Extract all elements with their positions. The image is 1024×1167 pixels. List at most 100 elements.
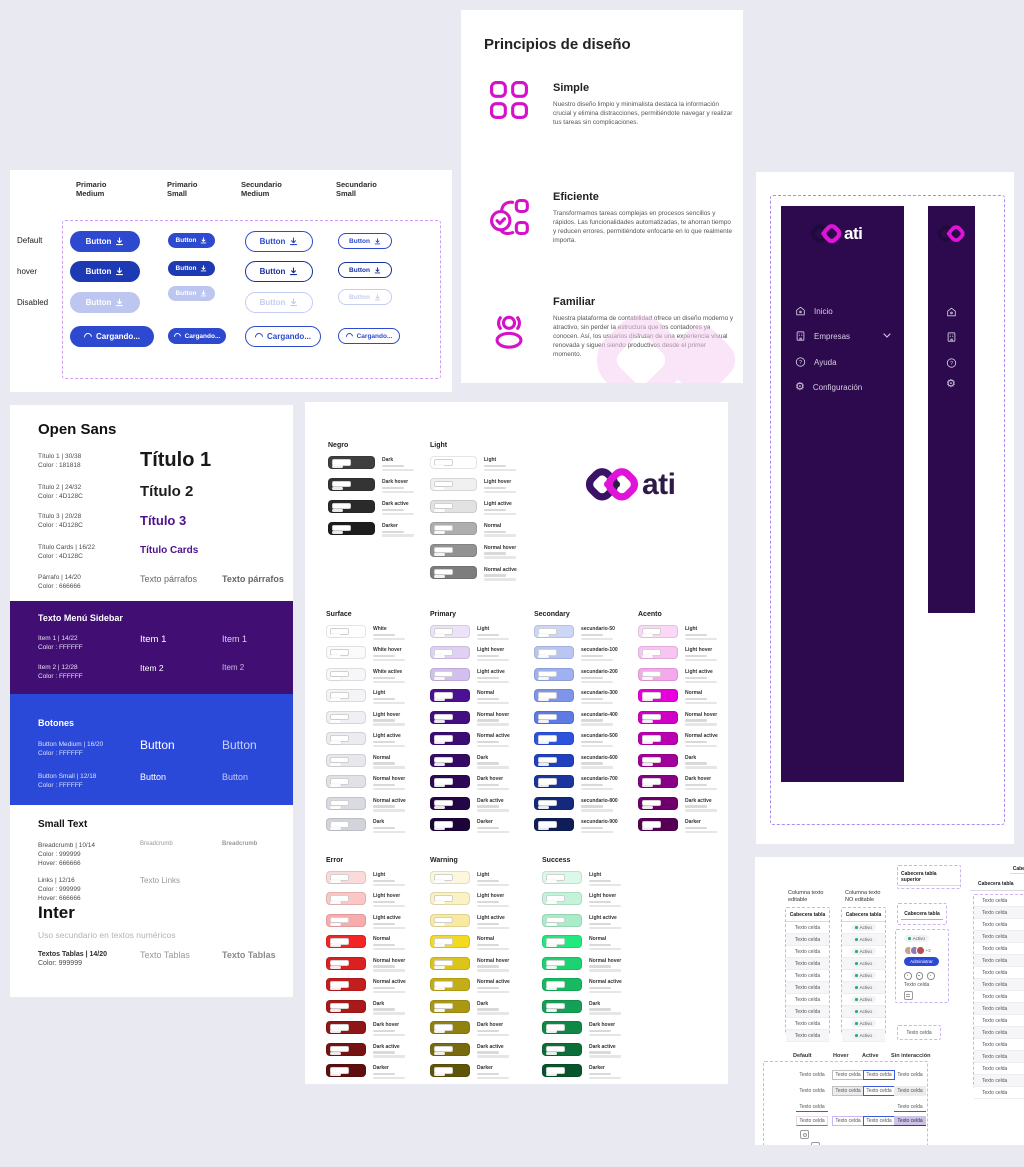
download-icon bbox=[374, 237, 381, 244]
table-cell[interactable]: Texto celda bbox=[832, 1086, 864, 1096]
editable-column-label: Columna texto editable bbox=[788, 890, 824, 903]
primary-medium-hover-button[interactable]: Button bbox=[70, 261, 140, 282]
table-cell[interactable]: Texto celda bbox=[786, 1006, 829, 1018]
table-cell[interactable]: Texto celda bbox=[863, 1116, 895, 1126]
table-row[interactable]: Texto celda Texto celda bbox=[974, 1087, 1024, 1099]
sidebar-icon-empresas[interactable] bbox=[946, 330, 957, 348]
download-icon bbox=[290, 298, 298, 307]
table-cell[interactable]: Texto celda bbox=[894, 1102, 926, 1112]
sidebar-item-empresas[interactable]: Empresas bbox=[795, 326, 891, 346]
table-cell[interactable]: Texto celda bbox=[786, 982, 829, 994]
table-cell[interactable]: Texto celda bbox=[786, 922, 829, 934]
links-sample[interactable]: Texto Links bbox=[140, 876, 181, 885]
administrar-button[interactable]: Administrar bbox=[904, 957, 939, 966]
buttons-board: Primario Medium Primario Small Secundario M… bbox=[10, 170, 452, 392]
buttons-text-block: Botones Button Medium | 16/20 Color : FFF… bbox=[10, 694, 293, 805]
primary-medium-disabled-button[interactable]: Button bbox=[70, 292, 140, 313]
table-row[interactable]: Texto celda Texto celda bbox=[974, 895, 1024, 907]
table-cell[interactable]: Texto celda bbox=[894, 1086, 926, 1096]
table-cell[interactable]: Texto celda bbox=[786, 1018, 829, 1030]
sidebar-icon-ayuda[interactable]: ? bbox=[946, 356, 957, 374]
table-cell[interactable]: Texto celda bbox=[786, 958, 829, 970]
table-cell[interactable]: Texto celda bbox=[863, 1070, 895, 1080]
list-icon[interactable] bbox=[810, 1142, 820, 1145]
secondary-small-loading-button[interactable]: Cargando... bbox=[338, 328, 400, 344]
sidebar-item-configuracion[interactable]: ⚙ Configuración bbox=[795, 380, 863, 393]
buttons-frame bbox=[62, 220, 441, 379]
secondary-small-default-button[interactable]: Button bbox=[338, 233, 392, 249]
table-row[interactable]: Texto celda Texto celda bbox=[974, 1015, 1024, 1027]
sidebar-item-inicio[interactable]: Inicio bbox=[795, 301, 833, 321]
secondary-medium-hover-button[interactable]: Button bbox=[245, 261, 313, 282]
primary-medium-default-button[interactable]: Button bbox=[70, 231, 140, 252]
refresh-icon[interactable] bbox=[915, 972, 923, 980]
status-dot-icon bbox=[855, 998, 858, 1001]
sidebar-icon-configuracion[interactable]: ⚙ bbox=[946, 378, 956, 390]
radio-icon[interactable] bbox=[800, 1130, 809, 1139]
status-badge: Activo bbox=[851, 1032, 876, 1039]
secondary-small-disabled-button[interactable]: Button bbox=[338, 289, 392, 305]
sidebar-expanded: ati Inicio Empresas ? Ayuda ⚙ Configurac… bbox=[781, 206, 904, 782]
table-cell[interactable]: Texto celda bbox=[799, 1072, 825, 1078]
sidebar-item-ayuda[interactable]: ? Ayuda bbox=[795, 352, 837, 372]
table-cell[interactable]: Texto celda bbox=[786, 994, 829, 1006]
table-row[interactable]: Texto celda Texto celda bbox=[974, 919, 1024, 931]
status-badge: Activo bbox=[851, 960, 876, 967]
table-row[interactable]: Texto celda Texto celda bbox=[974, 1027, 1024, 1039]
table-cell[interactable]: Texto celda bbox=[786, 970, 829, 982]
secondary-medium-default-button[interactable]: Button bbox=[245, 231, 313, 252]
status-badge: Activo bbox=[904, 935, 929, 942]
palette-error-column: Error Light Light hover Light active Normal… bbox=[326, 857, 430, 1086]
primary-medium-loading-button[interactable]: Cargando... bbox=[70, 326, 154, 347]
table-row[interactable]: Texto celda Texto celda bbox=[974, 907, 1024, 919]
secondary-medium-loading-button[interactable]: Cargando... bbox=[245, 326, 321, 347]
table-row[interactable]: Texto celda Texto celda bbox=[974, 931, 1024, 943]
sidebar-icon-inicio[interactable] bbox=[946, 305, 957, 323]
table-cell[interactable]: Texto celda bbox=[796, 1102, 828, 1112]
table-cell[interactable]: Texto celda bbox=[863, 1086, 895, 1096]
table-row[interactable]: Texto celda Texto celda bbox=[974, 1063, 1024, 1075]
table-row[interactable]: Texto celda Texto celda bbox=[974, 979, 1024, 991]
logo-text: ati bbox=[642, 468, 676, 501]
palette-primary-column: Primary Light Light hover Light active Norm… bbox=[430, 611, 534, 840]
download-icon bbox=[201, 265, 207, 272]
table-row[interactable]: Texto celda Texto celda bbox=[974, 1051, 1024, 1063]
table-cell[interactable]: Texto celda bbox=[796, 1116, 828, 1126]
table-cell[interactable]: Texto celda bbox=[786, 946, 829, 958]
table-row[interactable]: Texto celda Texto celda bbox=[974, 967, 1024, 979]
color-swatch: Light bbox=[430, 456, 534, 471]
secondary-medium-disabled-button[interactable]: Button bbox=[245, 292, 313, 313]
chevron-down-icon[interactable] bbox=[883, 333, 891, 339]
primary-small-loading-button[interactable]: Cargando... bbox=[168, 328, 226, 344]
table-row[interactable]: Texto celda Texto celda bbox=[974, 991, 1024, 1003]
table-cell[interactable]: Texto celda bbox=[799, 1088, 825, 1094]
sidebar-collapsed: ? ⚙ bbox=[928, 206, 975, 613]
secondary-small-hover-button[interactable]: Button bbox=[338, 262, 392, 278]
primary-small-disabled-button[interactable]: Button bbox=[168, 286, 215, 301]
status-chip-row: Activo bbox=[842, 994, 885, 1006]
table-cell[interactable]: Texto celda bbox=[786, 934, 829, 946]
share-icon[interactable] bbox=[927, 972, 935, 980]
table-row[interactable]: Texto celda Texto celda bbox=[974, 1039, 1024, 1051]
status-chip-row: Activo bbox=[842, 922, 885, 934]
table-cell[interactable]: Texto celda bbox=[832, 1070, 864, 1080]
table-row[interactable]: Texto celda Texto celda bbox=[974, 1075, 1024, 1087]
table-cell[interactable]: Texto celda bbox=[832, 1116, 864, 1126]
primary-small-hover-button[interactable]: Button bbox=[168, 261, 215, 276]
color-swatch: Dark hover bbox=[638, 775, 742, 791]
download-icon bbox=[290, 267, 298, 276]
table-row[interactable]: Texto celda Texto celda bbox=[974, 955, 1024, 967]
button-medium-spec: Button Medium | 16/20 Color : FFFFFF bbox=[38, 741, 104, 757]
table-cell[interactable]: Texto celda bbox=[786, 1030, 829, 1042]
table-cell[interactable]: Texto celda bbox=[894, 1116, 926, 1126]
building-icon bbox=[796, 331, 805, 341]
item1-sample: Item 1 bbox=[140, 634, 167, 645]
history-icon[interactable] bbox=[904, 972, 912, 980]
item2-spec: Item 2 | 12/28 Color : FFFFFF bbox=[38, 664, 83, 680]
table-row[interactable]: Texto celda Texto celda bbox=[974, 1003, 1024, 1015]
table-cell[interactable]: Texto celda bbox=[897, 1072, 923, 1078]
color-swatch: Dark bbox=[328, 456, 432, 471]
table-row[interactable]: Texto celda Texto celda bbox=[974, 943, 1024, 955]
state-hover-label: Hover bbox=[833, 1053, 849, 1059]
primary-small-default-button[interactable]: Button bbox=[168, 233, 215, 248]
